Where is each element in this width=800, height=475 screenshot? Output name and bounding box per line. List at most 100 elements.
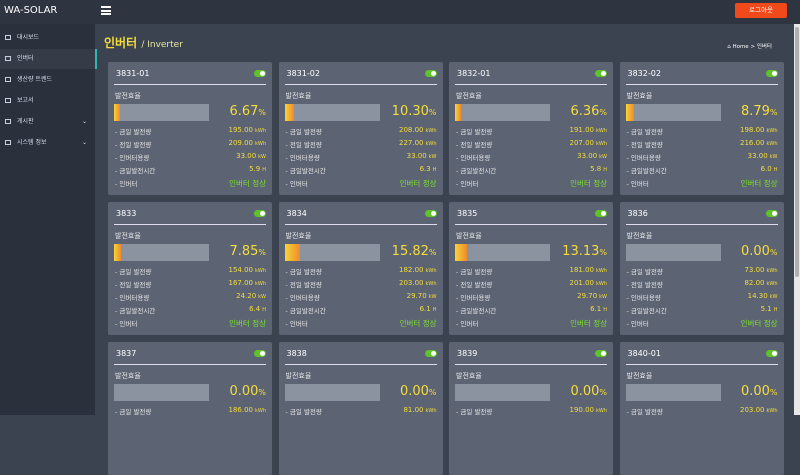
row-number: 186.00 — [228, 406, 253, 414]
row-label: - 인버터 — [626, 180, 649, 188]
status-toggle[interactable] — [424, 70, 437, 77]
row-label: - 금일 발전량 — [626, 268, 663, 276]
nav-item[interactable]: 보고서 — [0, 91, 95, 111]
efficiency-unit: % — [258, 388, 266, 397]
efficiency-track — [455, 244, 550, 261]
row-value: 인버터 정상 — [400, 318, 437, 329]
row-unit: kW — [599, 154, 607, 160]
row-unit: kW — [599, 294, 607, 300]
row-value: 6.0 H — [761, 165, 778, 173]
nav-item[interactable]: 게시판 ⌄ — [0, 112, 95, 132]
row-label: - 금일 발전량 — [285, 268, 322, 276]
logout-button[interactable]: 로그아웃 — [735, 3, 787, 18]
divider — [625, 364, 778, 365]
row-number: 33.00 — [577, 152, 598, 160]
row-label: - 전일 발전량 — [285, 141, 322, 149]
inverter-card: 3832-02 발전효율 8.79% - 금일 발전량 198.00 kWh - 전일 발전… — [619, 62, 784, 195]
row-number: 216.00 — [739, 139, 765, 147]
status-toggle[interactable] — [765, 350, 778, 357]
status-toggle[interactable] — [254, 350, 266, 357]
breadcrumb-home[interactable]: Home — [732, 44, 749, 50]
row-value: 6.1 H — [420, 305, 437, 313]
row-unit: kWh — [254, 141, 266, 147]
inverter-card: 3834 발전효율 15.82% - 금일 발전량 182.00 kWh - 전일 발전량 2… — [278, 202, 443, 335]
sidebar: 대시보드 인버터 생산량 트렌드 보고서 게시판 ⌄ 시스템 정보 ⌄ — [0, 24, 97, 415]
row-value: 33.00 kW — [236, 152, 266, 160]
efficiency-label: 발전효율 — [115, 372, 141, 380]
row-number: 6.3 — [419, 165, 431, 173]
row-value: 167.00 kWh — [228, 279, 266, 287]
status-toggle[interactable] — [424, 350, 437, 357]
nav-item[interactable]: 대시보드 — [0, 28, 95, 48]
row-number: 73.00 — [744, 266, 765, 274]
efficiency-label: 발전효율 — [626, 372, 653, 380]
row-value: 207.00 kWh — [569, 139, 607, 147]
status-toggle[interactable] — [595, 70, 607, 77]
row-unit: H — [262, 307, 266, 313]
chevron: ⌄ — [82, 118, 88, 125]
row-label: - 전일 발전량 — [626, 281, 663, 289]
row-number: 208.00 — [398, 126, 424, 134]
efficiency-unit: % — [258, 108, 266, 117]
row-label: - 인버터용량 — [626, 154, 661, 162]
nav-item[interactable]: 시스템 정보 ⌄ — [0, 133, 95, 153]
row-number: 6.1 — [590, 305, 602, 313]
status-toggle[interactable] — [254, 70, 266, 77]
row-label: - 전일 발전량 — [456, 281, 493, 289]
status-toggle[interactable] — [765, 70, 778, 77]
row-unit: kWh — [254, 408, 266, 414]
efficiency-track — [455, 104, 550, 121]
scrollbar[interactable] — [794, 24, 800, 415]
row-unit: H — [603, 307, 607, 313]
row-label: - 인버터용량 — [456, 154, 491, 162]
efficiency-fill — [114, 244, 122, 261]
inverter-name: 3832-02 — [627, 69, 661, 78]
nav-icon — [5, 77, 11, 82]
status-toggle[interactable] — [254, 210, 266, 217]
row-value: 인버터 정상 — [570, 318, 607, 329]
row-label: - 전일 발전량 — [626, 141, 663, 149]
row-number: 29.70 — [577, 292, 598, 300]
row-number: 207.00 — [569, 139, 594, 147]
subtitle: / Inverter — [141, 40, 183, 50]
nav-icon — [5, 35, 11, 40]
efficiency-fill — [114, 104, 121, 121]
row-unit: H — [432, 307, 437, 313]
row-label: - 금일 발전량 — [285, 408, 322, 416]
row-unit: kWh — [254, 268, 266, 274]
title: 인버터 — [104, 36, 138, 50]
efficiency-number: 13.13 — [562, 244, 600, 259]
status-toggle[interactable] — [424, 210, 437, 217]
divider — [625, 84, 778, 85]
status-toggle[interactable] — [595, 350, 607, 357]
row-unit: kWh — [766, 408, 778, 414]
row-value: 181.00 kWh — [569, 266, 607, 274]
row-value: 201.00 kWh — [569, 279, 607, 287]
nav-item[interactable]: 생산량 트렌드 — [0, 70, 95, 90]
status-toggle[interactable] — [765, 210, 778, 217]
row-label: - 인버터 — [285, 320, 308, 328]
nav-item[interactable]: 인버터 — [0, 49, 97, 69]
inverter-name: 3840-01 — [627, 349, 661, 358]
efficiency-unit: % — [599, 248, 607, 257]
divider — [284, 224, 437, 225]
row-number: 33.00 — [236, 152, 257, 160]
status-toggle[interactable] — [595, 210, 607, 217]
row-label: - 금일발전시간 — [626, 167, 667, 175]
row-unit: kWh — [766, 141, 778, 147]
breadcrumb-current: 인버터 — [756, 44, 772, 50]
menu-toggle[interactable] — [101, 6, 111, 15]
row-unit: H — [773, 307, 778, 313]
page-title: 인버터 / Inverter — [104, 34, 183, 51]
efficiency-value: 0.00% — [570, 384, 607, 399]
row-value: 186.00 kWh — [228, 406, 266, 414]
row-unit: kWh — [766, 281, 778, 287]
divider — [114, 364, 266, 365]
inverter-name: 3831-01 — [116, 69, 150, 78]
row-unit: kW — [769, 294, 778, 300]
row-label: - 금일 발전량 — [456, 128, 493, 136]
efficiency-value: 0.00% — [741, 244, 778, 259]
row-label: - 금일발전시간 — [285, 307, 326, 315]
row-number: 201.00 — [569, 279, 594, 287]
